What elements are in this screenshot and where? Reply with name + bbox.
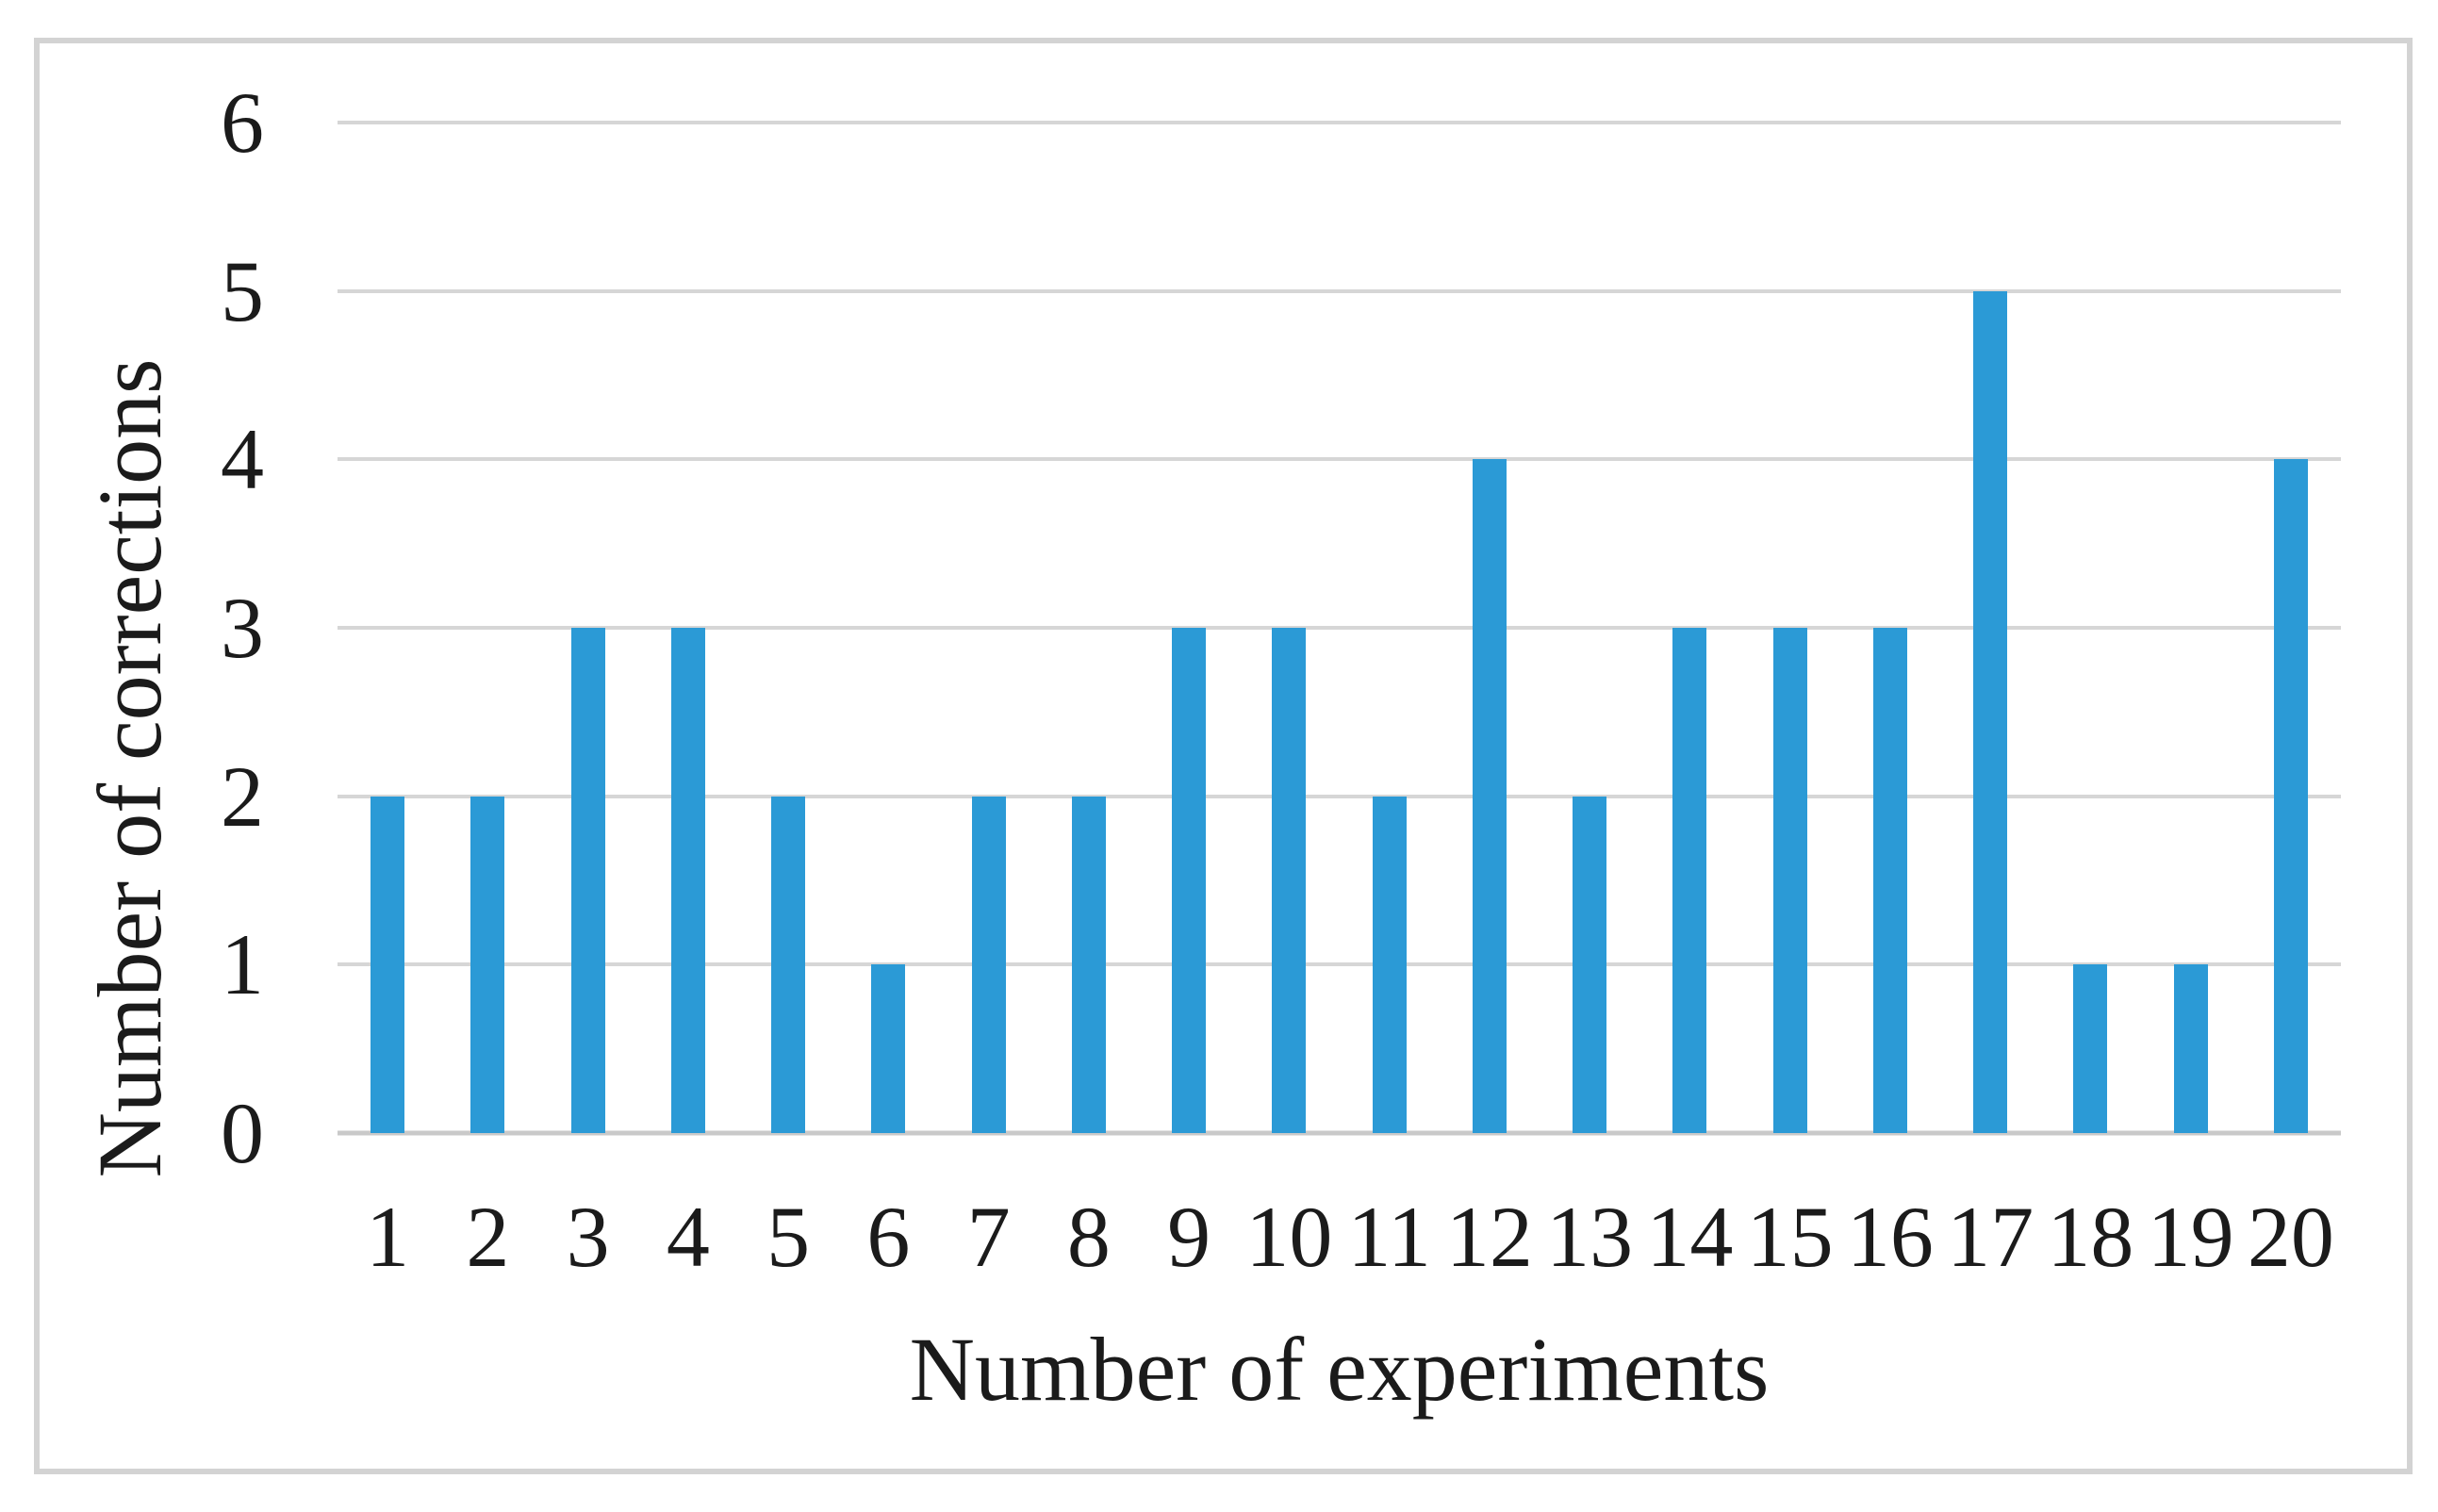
bar-slot-2 [437, 123, 537, 1133]
bar-5 [771, 796, 806, 1133]
y-tick-label-4: 4 [221, 411, 264, 508]
x-tick-label-1: 1 [366, 1189, 410, 1285]
x-tick-label-14: 14 [1646, 1189, 1734, 1285]
y-tick-label-1: 1 [221, 916, 264, 1013]
gridline-y-5 [338, 288, 2341, 293]
x-tick-label-10: 10 [1245, 1189, 1333, 1285]
y-tick-label-5: 5 [221, 242, 264, 339]
bar-slot-6 [838, 123, 938, 1133]
x-tick-label-9: 9 [1167, 1189, 1211, 1285]
bar-slot-8 [1039, 123, 1139, 1133]
bar-10 [1272, 628, 1307, 1133]
y-tick-label-3: 3 [221, 580, 264, 676]
bar-slot-16 [1840, 123, 1940, 1133]
bar-14 [1672, 628, 1707, 1133]
x-tick-label-3: 3 [566, 1189, 610, 1285]
x-tick-label-13: 13 [1546, 1189, 1634, 1285]
gridline-y-6 [338, 121, 2341, 124]
plot-area [338, 121, 2341, 1136]
x-tick-label-20: 20 [2247, 1189, 2334, 1285]
bar-slot-5 [738, 123, 838, 1133]
bar-slot-12 [1440, 123, 1540, 1133]
x-tick-label-12: 12 [1445, 1189, 1533, 1285]
bar-slot-14 [1639, 123, 1739, 1133]
bar-8 [1071, 796, 1106, 1133]
y-tick-label-6: 6 [221, 74, 264, 171]
bar-9 [1172, 628, 1207, 1133]
x-tick-label-5: 5 [766, 1189, 811, 1285]
x-tick-label-18: 18 [2047, 1189, 2134, 1285]
bar-2 [470, 796, 505, 1133]
x-tick-label-6: 6 [866, 1189, 911, 1285]
bar-1 [371, 796, 405, 1133]
bar-4 [670, 628, 705, 1133]
bar-12 [1472, 459, 1507, 1133]
bar-slot-15 [1740, 123, 1840, 1133]
x-tick-label-17: 17 [1947, 1189, 2034, 1285]
x-tick-label-11: 11 [1347, 1189, 1431, 1285]
y-tick-label-2: 2 [221, 748, 264, 845]
figure-border [34, 38, 2413, 1474]
bar-slot-18 [2040, 123, 2140, 1133]
gridline-y-1 [338, 962, 2341, 967]
bar-6 [871, 964, 906, 1133]
bar-18 [2073, 964, 2108, 1133]
gridlines [338, 121, 2341, 1136]
x-axis-title: Number of experiments [909, 1319, 1770, 1420]
bar-slot-3 [538, 123, 638, 1133]
bar-series [338, 123, 2341, 1133]
bar-20 [2273, 459, 2308, 1133]
bar-slot-1 [338, 123, 437, 1133]
bar-11 [1372, 796, 1407, 1133]
x-tick-label-16: 16 [1846, 1189, 1934, 1285]
bar-slot-9 [1139, 123, 1239, 1133]
bar-15 [1772, 628, 1807, 1133]
bar-3 [570, 628, 605, 1133]
bar-slot-19 [2141, 123, 2241, 1133]
x-tick-label-7: 7 [966, 1189, 1011, 1285]
x-axis-ticks: 1 2 3 4 5 6 7 8 9 10 11 12 13 14 15 16 17 18 19 20 [338, 1189, 2341, 1285]
x-tick-label-8: 8 [1066, 1189, 1111, 1285]
bar-16 [1872, 628, 1907, 1133]
x-axis-line [338, 1130, 2341, 1136]
bar-slot-10 [1239, 123, 1339, 1133]
bar-slot-11 [1340, 123, 1440, 1133]
gridline-y-4 [338, 457, 2341, 462]
x-tick-label-19: 19 [2147, 1189, 2234, 1285]
bar-slot-20 [2241, 123, 2341, 1133]
bar-slot-17 [1940, 123, 2040, 1133]
bar-slot-13 [1540, 123, 1639, 1133]
gridline-y-2 [338, 794, 2341, 798]
bar-slot-4 [638, 123, 738, 1133]
y-tick-label-0: 0 [221, 1085, 264, 1181]
bar-7 [971, 796, 1006, 1133]
x-tick-label-15: 15 [1746, 1189, 1834, 1285]
bar-13 [1573, 796, 1607, 1133]
bar-19 [2173, 964, 2208, 1133]
bar-slot-7 [939, 123, 1039, 1133]
gridline-y-3 [338, 626, 2341, 630]
x-tick-label-4: 4 [666, 1189, 710, 1285]
x-tick-label-2: 2 [466, 1189, 510, 1285]
bar-17 [1973, 290, 2008, 1133]
